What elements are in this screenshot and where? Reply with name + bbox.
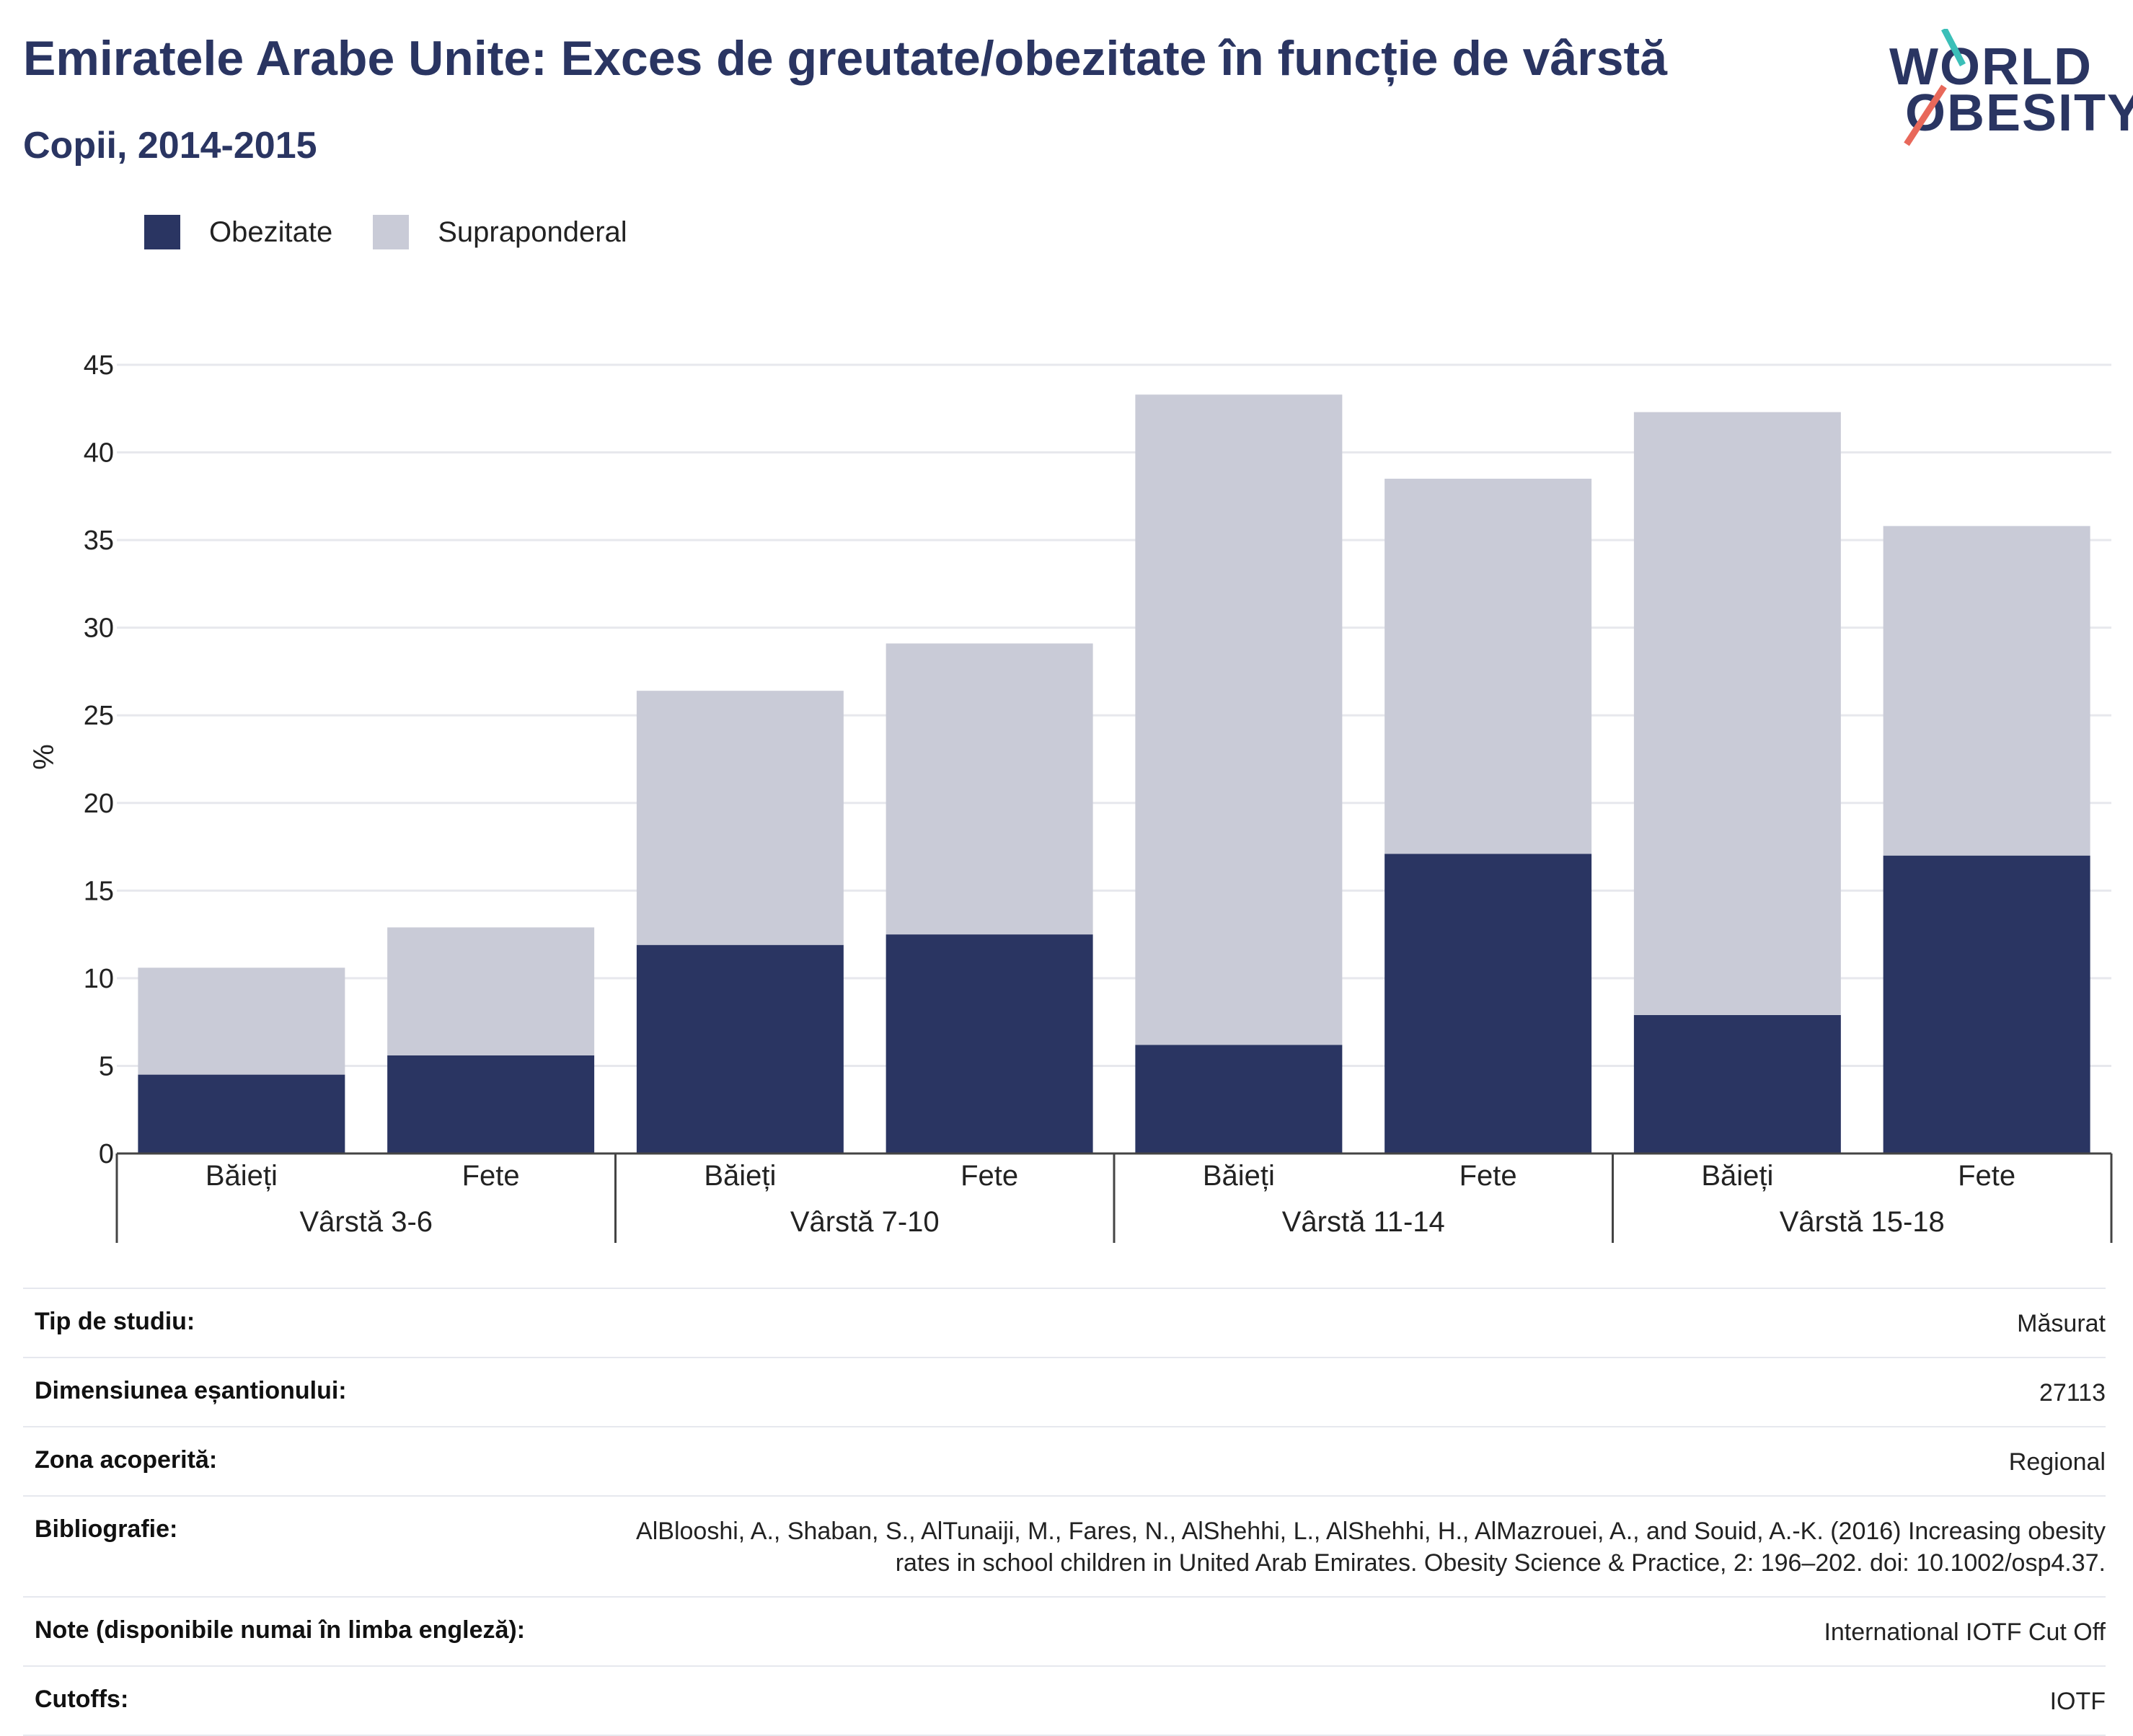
legend-item-supraponderal: Supraponderal xyxy=(373,215,627,249)
meta-row-cutoffs: Cutoffs: IOTF xyxy=(23,1665,2106,1736)
world-obesity-logo: WORLD OBESITY xyxy=(1875,29,2133,159)
meta-row-bibliography: Bibliografie: AlBlooshi, A., Shaban, S.,… xyxy=(23,1495,2106,1596)
y-tick-label: 15 xyxy=(84,876,114,906)
bar-obezitate xyxy=(1385,854,1592,1153)
bar-supraponderal xyxy=(1883,526,2090,856)
y-tick-label: 35 xyxy=(84,526,114,556)
bar-supraponderal xyxy=(886,643,1093,935)
x-tick-label: Băieți xyxy=(206,1160,278,1192)
logo-line-1: WORLD xyxy=(1889,38,2093,96)
y-tick-label: 10 xyxy=(84,964,114,994)
bar-obezitate xyxy=(886,934,1093,1153)
y-tick-label: 45 xyxy=(84,350,114,381)
bar-supraponderal xyxy=(1135,394,1343,1045)
legend-label-supraponderal: Supraponderal xyxy=(438,216,627,248)
x-tick-label: Fete xyxy=(1958,1160,2015,1192)
meta-value: AlBlooshi, A., Shaban, S., AlTunaiji, M.… xyxy=(636,1518,2106,1577)
meta-key: Zona acoperită: xyxy=(35,1446,218,1474)
bar-obezitate xyxy=(138,1074,345,1153)
y-tick-label: 0 xyxy=(99,1139,114,1169)
legend-swatch-supraponderal xyxy=(373,215,410,249)
y-tick-label: 5 xyxy=(99,1051,114,1081)
x-group-label: Vârstă 7-10 xyxy=(790,1206,940,1238)
meta-row-area-covered: Zona acoperită: Regional xyxy=(23,1426,2106,1495)
logo-line-2: OBESITY xyxy=(1905,84,2133,142)
meta-row-sample-size: Dimensiunea eșantionului: 27113 xyxy=(23,1357,2106,1426)
x-tick-label: Fete xyxy=(960,1160,1018,1192)
x-tick-label: Băieți xyxy=(704,1160,776,1192)
meta-value: IOTF xyxy=(2049,1688,2106,1715)
x-group-label: Vârstă 15-18 xyxy=(1780,1206,1945,1238)
y-tick-label: 20 xyxy=(84,789,114,819)
meta-value: Regional xyxy=(2008,1448,2106,1476)
bar-supraponderal xyxy=(138,967,345,1075)
meta-row-study-type: Tip de studiu: Măsurat xyxy=(23,1288,2106,1357)
chart-subtitle: Copii, 2014-2015 xyxy=(23,125,317,167)
bar-supraponderal xyxy=(636,691,844,945)
chart-title: Emiratele Arabe Unite: Exces de greutate… xyxy=(23,31,1667,86)
x-tick-label: Fete xyxy=(462,1160,520,1192)
bar-obezitate xyxy=(1633,1014,1841,1153)
meta-key: Tip de studiu: xyxy=(35,1308,195,1335)
legend-label-obezitate: Obezitate xyxy=(209,216,333,248)
meta-value: 27113 xyxy=(2039,1379,2106,1407)
legend-item-obezitate: Obezitate xyxy=(144,215,332,249)
bar-supraponderal xyxy=(1633,412,1841,1015)
bar-obezitate xyxy=(1883,855,2090,1153)
y-tick-label: 30 xyxy=(84,614,114,644)
meta-value: International IOTF Cut Off xyxy=(1824,1618,2106,1646)
meta-key: Bibliografie: xyxy=(35,1515,178,1543)
bar-supraponderal xyxy=(387,927,595,1055)
y-axis-label: % xyxy=(28,744,60,770)
x-tick-label: Fete xyxy=(1459,1160,1517,1192)
meta-key: Cutoffs: xyxy=(35,1686,129,1713)
bar-obezitate xyxy=(387,1055,595,1153)
study-details-table: Tip de studiu: Măsurat Dimensiunea eșant… xyxy=(23,1288,2106,1736)
bar-obezitate xyxy=(636,944,844,1153)
legend-swatch-obezitate xyxy=(144,215,180,249)
x-tick-label: Băieți xyxy=(1701,1160,1773,1192)
x-tick-label: Băieți xyxy=(1203,1160,1275,1192)
chart-legend: Obezitate Supraponderal xyxy=(144,215,668,249)
bar-obezitate xyxy=(1135,1045,1343,1153)
meta-key: Note (disponibile numai în limba engleză… xyxy=(35,1616,526,1644)
meta-row-notes: Note (disponibile numai în limba engleză… xyxy=(23,1596,2106,1665)
logo-slash-icon xyxy=(1904,29,1966,146)
y-tick-label: 40 xyxy=(84,438,114,469)
meta-key: Dimensiunea eșantionului: xyxy=(35,1377,347,1404)
x-group-label: Vârstă 3-6 xyxy=(299,1206,433,1238)
stacked-bar-chart: 0 5 10 15 20 25 30 35 40 45% Băieți Fete Băieți Fete B… xyxy=(28,350,2113,1243)
bar-supraponderal xyxy=(1385,479,1592,854)
y-tick-label: 25 xyxy=(84,701,114,731)
x-group-label: Vârstă 11-14 xyxy=(1282,1206,1445,1238)
meta-value: Măsurat xyxy=(2017,1310,2106,1337)
